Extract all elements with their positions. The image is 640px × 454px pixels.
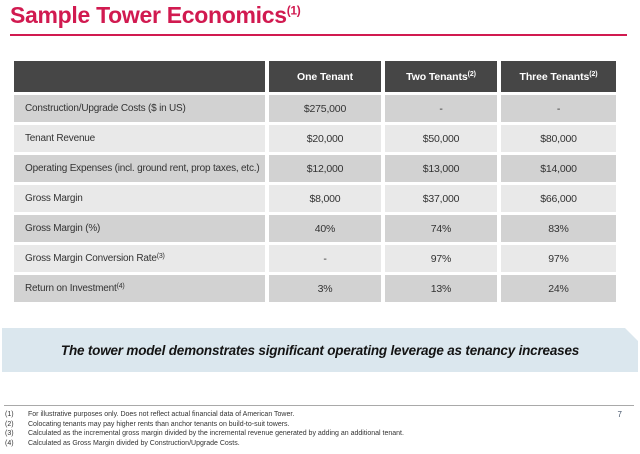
footnote-number: (3) bbox=[5, 430, 14, 437]
footnote-text: Calculated as the incremental gross marg… bbox=[28, 430, 404, 437]
footnote-text: For illustrative purposes only. Does not… bbox=[28, 411, 295, 418]
row-label-text: Tenant Revenue bbox=[25, 133, 96, 144]
footnote: (4) Calculated as Gross Margin divided by… bbox=[5, 439, 404, 449]
page-title-superscript: (1) bbox=[286, 3, 301, 18]
column-header-text: One Tenant bbox=[297, 70, 353, 83]
title-underline bbox=[10, 34, 627, 36]
table-cell: $80,000 bbox=[501, 125, 616, 152]
row-label: Return on Investment (4) bbox=[14, 275, 265, 302]
footnote: (2) Colocating tenants may pay higher ren… bbox=[5, 420, 404, 430]
footnote-number: (1) bbox=[5, 411, 14, 418]
takeaway-banner: The tower model demonstrates significant… bbox=[2, 328, 638, 372]
row-label-text: Return on Investment bbox=[25, 283, 117, 294]
column-header-text: Three Tenants bbox=[519, 70, 590, 83]
table-cell: 3% bbox=[269, 275, 381, 302]
table-cell: - bbox=[501, 95, 616, 122]
table-cell: 13% bbox=[385, 275, 497, 302]
page-title-text: Sample Tower Economics bbox=[10, 2, 287, 28]
footnote-number: (4) bbox=[5, 439, 14, 447]
footnote-number: (2) bbox=[5, 420, 14, 428]
footnote-divider bbox=[4, 405, 634, 406]
column-header-superscript: (2) bbox=[467, 71, 476, 78]
row-label: Construction/Upgrade Costs ($ in US) bbox=[14, 95, 265, 122]
column-header-three-tenants: Three Tenants (2) bbox=[501, 61, 616, 92]
row-label-text: Gross Margin Conversion Rate bbox=[25, 253, 157, 264]
column-header-blank bbox=[14, 61, 265, 92]
table-cell: $12,000 bbox=[269, 155, 381, 182]
row-label-text: Operating Expenses (incl. ground rent, p… bbox=[25, 163, 260, 174]
row-label-text: Gross Margin bbox=[25, 193, 83, 204]
table-cell: $13,000 bbox=[385, 155, 497, 182]
takeaway-text: The tower model demonstrates significant… bbox=[60, 342, 580, 358]
table-cell: - bbox=[269, 245, 381, 272]
table-cell: $275,000 bbox=[269, 95, 381, 122]
column-header-superscript: (2) bbox=[589, 71, 598, 78]
row-label-text: Gross Margin (%) bbox=[25, 223, 101, 234]
page-number: 7 bbox=[617, 410, 622, 419]
column-header-one-tenant: One Tenant bbox=[269, 61, 381, 92]
row-label-text: Construction/Upgrade Costs ($ in US) bbox=[25, 103, 186, 114]
row-label: Tenant Revenue bbox=[14, 125, 265, 152]
table-cell: $66,000 bbox=[501, 185, 616, 212]
table-cell: $14,000 bbox=[501, 155, 616, 182]
page-title: Sample Tower Economics(1) bbox=[10, 2, 301, 29]
table-cell: $20,000 bbox=[269, 125, 381, 152]
column-header-two-tenants: Two Tenants (2) bbox=[385, 61, 497, 92]
row-label: Operating Expenses (incl. ground rent, p… bbox=[14, 155, 265, 182]
row-label: Gross Margin (%) bbox=[14, 215, 265, 242]
table-cell: $50,000 bbox=[385, 125, 497, 152]
table-cell: 83% bbox=[501, 215, 616, 242]
row-label: Gross Margin Conversion Rate (3) bbox=[14, 245, 265, 272]
table-cell: 74% bbox=[385, 215, 497, 242]
footnotes: (1) For illustrative purposes only. Does … bbox=[5, 410, 404, 448]
tower-economics-table: One Tenant Two Tenants (2) Three Tenants(… bbox=[14, 61, 616, 302]
table-cell: $37,000 bbox=[385, 185, 497, 212]
row-label: Gross Margin bbox=[14, 185, 265, 212]
table-cell: 97% bbox=[501, 245, 616, 272]
table-cell: $8,000 bbox=[269, 185, 381, 212]
column-header-text: Two Tenants bbox=[406, 70, 468, 83]
table-cell: 97% bbox=[385, 245, 497, 272]
footnote: (1) For illustrative purposes only. Does … bbox=[5, 410, 404, 420]
table-cell: 40% bbox=[269, 215, 381, 242]
footnote: (3) Calculated as the incremental gross m… bbox=[5, 429, 404, 439]
row-label-superscript: (3) bbox=[156, 253, 165, 260]
table-cell: - bbox=[385, 95, 497, 122]
footnote-text: Calculated as Gross Margin divided by Co… bbox=[28, 439, 240, 447]
table-cell: 24% bbox=[501, 275, 616, 302]
row-label-superscript: (4) bbox=[116, 283, 125, 290]
footnote-text: Colocating tenants may pay higher rents … bbox=[28, 420, 290, 428]
